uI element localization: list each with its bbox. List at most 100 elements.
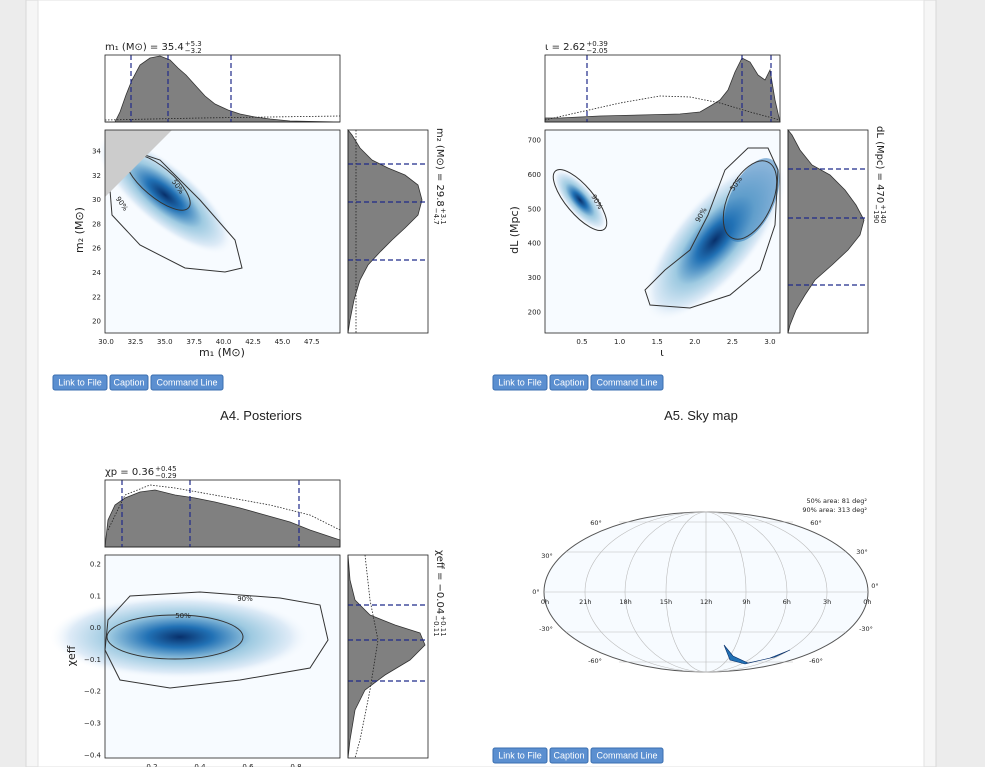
sky-map <box>543 511 869 673</box>
x-tick-label: 45.0 <box>275 338 291 346</box>
axes-frame <box>104 554 341 759</box>
x-tick-label: 40.0 <box>216 338 232 346</box>
y-tick-label: 24 <box>92 269 101 277</box>
y-axis-label: χeff <box>65 645 78 666</box>
dec-label: 30° <box>541 552 553 560</box>
corner-plot-2 <box>544 54 869 334</box>
dec-label: 0° <box>871 582 878 590</box>
caption: A4. Posteriors <box>220 408 302 423</box>
x-tick-label: 0.6 <box>242 763 254 767</box>
y-tick-label: 500 <box>528 205 541 213</box>
side-label: χeff = −0.04+0.11−0.11 <box>432 550 447 637</box>
button-label[interactable]: Link to File <box>498 751 542 761</box>
equation-upper: +140 <box>879 204 887 223</box>
button[interactable] <box>590 747 664 764</box>
y-tick-label: 0.2 <box>90 561 101 569</box>
button-label[interactable]: Link to File <box>498 378 542 388</box>
contour <box>109 149 243 273</box>
y-tick-label: −0.4 <box>84 751 102 759</box>
y-tick-label: 0.1 <box>90 592 101 600</box>
equation-main: ι = 2.62 <box>545 42 585 53</box>
x-tick-label: 35.0 <box>157 338 173 346</box>
axes-frame <box>104 129 341 334</box>
histogram <box>787 128 865 334</box>
area-label: 90% area: 313 deg² <box>802 506 867 514</box>
button[interactable] <box>549 747 589 764</box>
x-axis-label: ι <box>660 346 664 359</box>
caption: A5. Sky map <box>664 408 738 423</box>
y-tick-label: 28 <box>92 220 101 228</box>
side-label: dL (Mpc) = 470+140−190 <box>872 126 887 223</box>
density <box>50 595 310 679</box>
axes-frame <box>544 54 781 123</box>
button-label[interactable]: Link to File <box>58 378 102 388</box>
equation-main: m₂ (M⊙) = 29.8 <box>434 128 445 207</box>
button[interactable] <box>549 374 589 391</box>
ra-label: 18h <box>619 598 631 606</box>
ra-label: 3h <box>823 598 831 606</box>
button[interactable] <box>52 374 108 391</box>
y-tick-label: 600 <box>528 171 541 179</box>
excluded-region <box>105 130 172 197</box>
ra-label: 15h <box>660 598 672 606</box>
x-tick-label: 42.5 <box>245 338 261 346</box>
x-tick-label: 0.5 <box>576 338 587 346</box>
y-tick-label: 30 <box>92 196 101 204</box>
x-tick-label: 30.0 <box>98 338 114 346</box>
side-label: m₂ (M⊙) = 29.8+3.1−4.7 <box>432 128 447 225</box>
dec-label: -60° <box>588 657 602 665</box>
histogram <box>347 554 426 759</box>
y-tick-label: 300 <box>528 274 541 282</box>
equation-lower: −190 <box>872 204 880 223</box>
credible-region <box>723 644 791 665</box>
prior <box>544 95 781 121</box>
button[interactable] <box>150 374 224 391</box>
prior <box>107 484 341 531</box>
y-tick-label: 400 <box>528 240 541 248</box>
y-tick-label: 26 <box>92 245 101 253</box>
y-tick-label: −0.3 <box>84 720 101 728</box>
contour-label: 50% <box>175 612 191 620</box>
contour <box>722 160 778 240</box>
y-tick-label: 200 <box>528 309 541 317</box>
dec-label: 0° <box>532 588 539 596</box>
x-tick-label: 47.5 <box>304 338 320 346</box>
x-axis-label: m₁ (M⊙) <box>199 346 245 359</box>
dec-label: 60° <box>590 519 602 527</box>
axes-frame <box>347 554 429 759</box>
histogram <box>544 57 781 123</box>
button-label[interactable]: Caption <box>553 751 584 761</box>
equation-upper: +5.3 <box>185 40 202 48</box>
button[interactable] <box>109 374 149 391</box>
equation-lower: −2.05 <box>586 47 607 55</box>
equation-main: χp = 0.36 <box>105 467 154 478</box>
button-label[interactable]: Command Line <box>596 751 657 761</box>
button-label[interactable]: Command Line <box>596 378 657 388</box>
y-tick-label: 20 <box>92 318 101 326</box>
axes-frame <box>104 54 341 123</box>
equation-lower: −3.2 <box>185 47 202 55</box>
x-tick-label: 37.5 <box>186 338 202 346</box>
x-tick-label: 2.0 <box>689 338 700 346</box>
contour <box>552 169 608 231</box>
button[interactable] <box>492 374 548 391</box>
button[interactable] <box>492 747 548 764</box>
equation-upper: +0.45 <box>155 465 176 473</box>
x-tick-label: 1.0 <box>614 338 625 346</box>
contour <box>104 591 329 689</box>
x-tick-label: 3.0 <box>764 338 775 346</box>
y-axis-label: m₂ (M⊙) <box>73 207 86 253</box>
button-label[interactable]: Caption <box>553 378 584 388</box>
y-axis-label: dL (Mpc) <box>508 206 521 254</box>
ra-label: 9h <box>742 598 750 606</box>
x-tick-label: 0.4 <box>194 763 206 767</box>
button[interactable] <box>590 374 664 391</box>
y-tick-label: 700 <box>528 137 541 145</box>
x-tick-label: 0.2 <box>146 763 157 767</box>
button-label[interactable]: Command Line <box>156 378 217 388</box>
button-label[interactable]: Caption <box>113 378 144 388</box>
contour <box>644 147 779 309</box>
axes-frame <box>787 129 869 334</box>
